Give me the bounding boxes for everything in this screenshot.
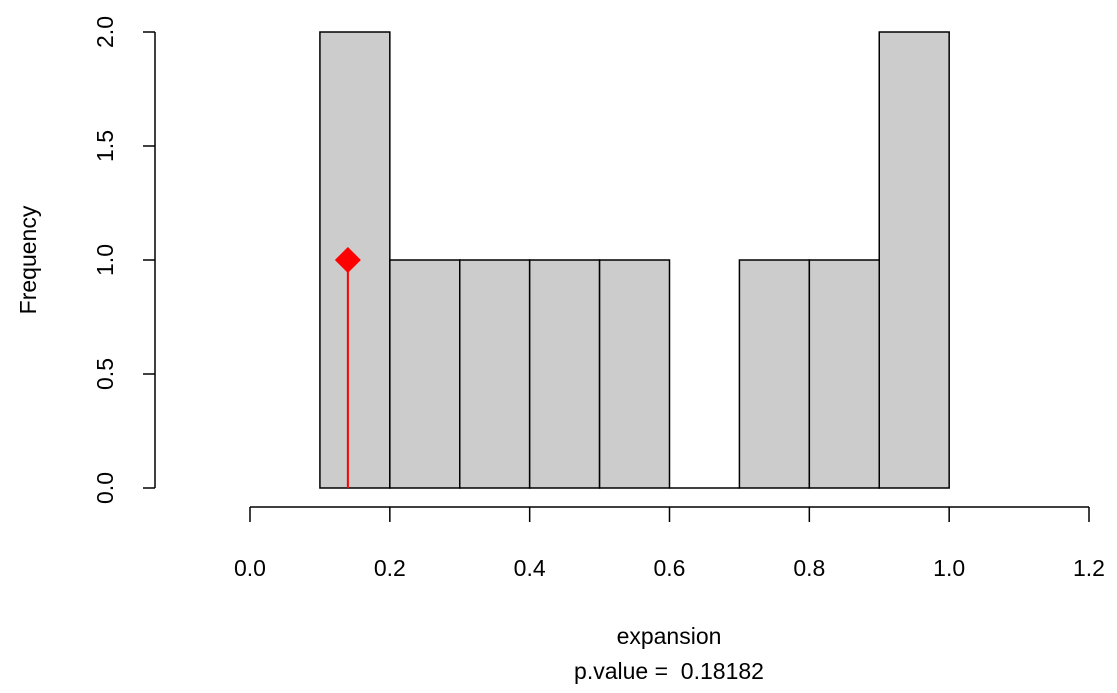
observed-value-marker bbox=[334, 247, 361, 488]
histogram-bars bbox=[319, 31, 950, 489]
x-tick-label-6: 1.2 bbox=[1073, 555, 1105, 581]
histogram-bar-7 bbox=[808, 259, 880, 489]
y-tick-label-0: 0.0 bbox=[92, 472, 118, 504]
x-tick-label-0: 0.0 bbox=[234, 555, 266, 581]
p-value-caption: p.value = 0.18182 bbox=[574, 658, 764, 684]
x-tick-label-3: 0.6 bbox=[654, 555, 686, 581]
x-tick-label-4: 0.8 bbox=[793, 555, 825, 581]
histogram-bar-4 bbox=[598, 259, 671, 489]
x-tick-label-1: 0.2 bbox=[374, 555, 406, 581]
histogram-bar-8 bbox=[878, 31, 950, 489]
x-axis: 0.0 0.2 0.4 0.6 0.8 1.0 1.2 bbox=[234, 506, 1105, 581]
histogram-bar-6 bbox=[738, 259, 811, 489]
y-tick-label-2: 1.0 bbox=[92, 244, 118, 276]
y-tick-label-4: 2.0 bbox=[92, 16, 118, 48]
x-axis-title: expansion bbox=[617, 623, 722, 649]
y-tick-label-1: 0.5 bbox=[92, 358, 118, 390]
histogram-bar-2 bbox=[459, 259, 531, 489]
y-tick-label-3: 1.5 bbox=[92, 130, 118, 162]
histogram-bar-3 bbox=[528, 259, 601, 489]
y-axis-title: Frequency bbox=[15, 205, 41, 314]
histogram-bar-1 bbox=[389, 259, 461, 489]
x-tick-label-5: 1.0 bbox=[933, 555, 965, 581]
observed-value-point bbox=[334, 247, 361, 273]
x-tick-label-2: 0.4 bbox=[514, 555, 546, 581]
y-axis: 0.0 0.5 1.0 1.5 2.0 bbox=[92, 16, 156, 504]
